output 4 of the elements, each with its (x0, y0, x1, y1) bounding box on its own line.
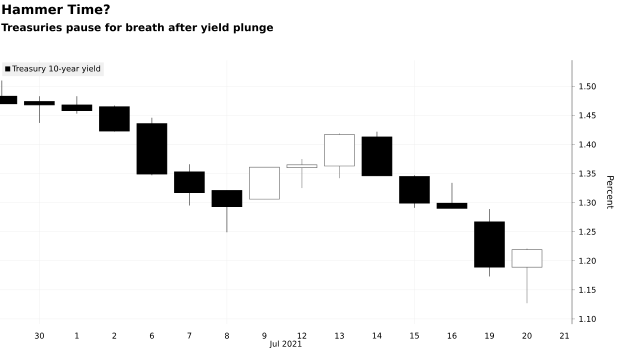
y-axis-title: Percent (607, 176, 614, 209)
chart-subtitle: Treasuries pause for breath after yield plunge (1, 23, 274, 34)
chart-title: Hammer Time? (2, 4, 110, 14)
candlestick (286, 158, 318, 188)
